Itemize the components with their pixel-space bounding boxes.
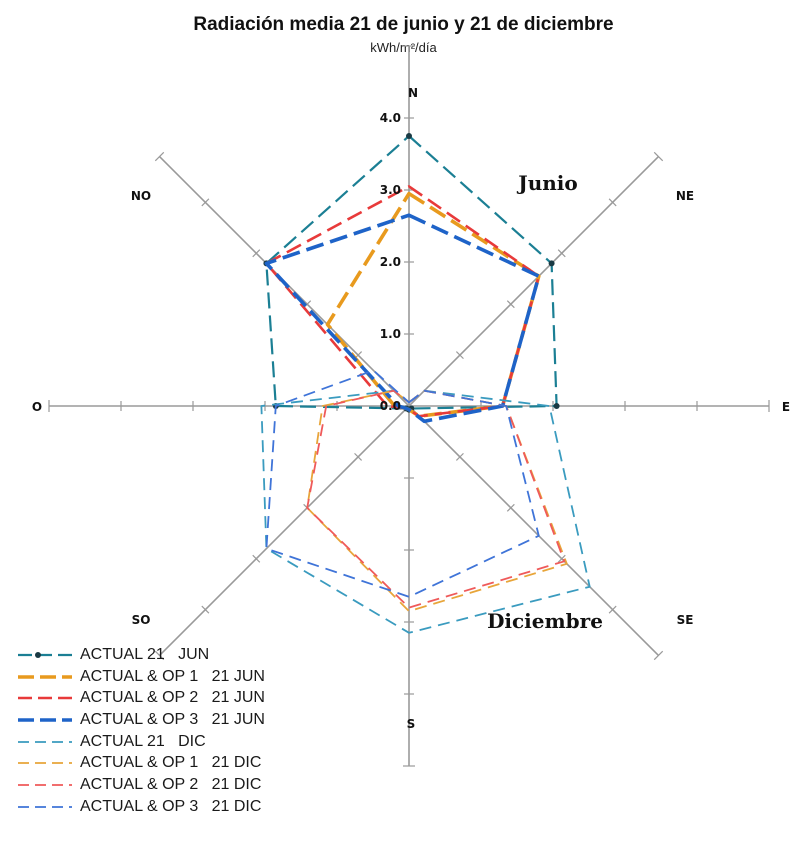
legend-label: ACTUAL & OP 2 21 JUN — [80, 689, 265, 707]
legend-label: ACTUAL & OP 3 21 JUN — [80, 710, 265, 728]
axis-tick — [201, 605, 210, 614]
axis-tick — [506, 300, 515, 309]
chart-subtitle: kWh/m²/día — [370, 40, 437, 55]
direction-label-s: S — [407, 717, 416, 731]
legend-item: ACTUAL & OP 1 21 JUN — [16, 666, 265, 688]
axis-tick — [608, 198, 617, 207]
axis-tick — [608, 605, 617, 614]
axis-end-tick — [653, 650, 664, 661]
direction-label-ne: NE — [676, 189, 694, 203]
axis-end-tick — [154, 151, 165, 162]
direction-label-o: O — [32, 400, 42, 414]
axis-tick — [252, 554, 261, 563]
legend-label: ACTUAL & OP 3 21 DIC — [80, 797, 262, 815]
axis-tick — [557, 249, 566, 258]
legend-swatch — [18, 762, 72, 765]
series-0 — [263, 133, 560, 413]
annotation-diciembre: Diciembre — [487, 609, 603, 633]
radial-tick-label: 4.0 — [380, 111, 401, 125]
legend-label: ACTUAL & OP 1 21 JUN — [80, 667, 265, 685]
legend-swatch — [18, 674, 72, 679]
axis-tick — [455, 351, 464, 360]
direction-label-so: SO — [132, 613, 151, 627]
series-point — [548, 260, 555, 267]
radial-tick-label: 0.0 — [380, 399, 401, 413]
legend-item: ACTUAL & OP 3 21 DIC — [16, 796, 265, 818]
series-line — [264, 213, 541, 424]
axis-ne — [408, 155, 660, 407]
series-line — [260, 389, 591, 634]
series-point — [406, 133, 412, 139]
legend: ACTUAL 21 JUN ACTUAL & OP 1 21 JUN ACTUAL … — [16, 644, 265, 818]
series-2 — [265, 185, 541, 418]
radial-tick-label: 1.0 — [380, 327, 401, 341]
axis-se — [408, 405, 660, 657]
axis-tick — [455, 452, 464, 461]
series-point — [553, 403, 560, 409]
axis-tick — [557, 554, 566, 563]
axis-tick — [506, 503, 515, 512]
series-4 — [260, 389, 591, 634]
radar-series — [260, 133, 591, 634]
axis-tick — [252, 249, 261, 258]
legend-swatch — [18, 740, 72, 743]
chart-title: Radiación media 21 de junio y 21 de dici… — [193, 14, 614, 35]
legend-swatch — [18, 784, 72, 786]
direction-label-se: SE — [677, 613, 694, 627]
series-line — [306, 389, 568, 613]
legend-swatch — [18, 696, 72, 700]
legend-label: ACTUAL 21 JUN — [80, 645, 210, 663]
series-5 — [306, 389, 568, 613]
axis-so — [158, 405, 410, 657]
legend-item: ACTUAL & OP 1 21 DIC — [16, 752, 265, 774]
legend-item: ACTUAL 21 DIC — [16, 731, 265, 753]
axis-tick — [201, 198, 210, 207]
series-3 — [264, 213, 541, 424]
axis-tick — [354, 452, 363, 461]
radial-tick-label: 2.0 — [380, 255, 401, 269]
series-line — [265, 134, 558, 411]
legend-swatch — [18, 651, 72, 658]
annotation-junio: Junio — [516, 171, 577, 195]
axis-end-tick — [653, 151, 664, 162]
legend-label: ACTUAL & OP 1 21 DIC — [80, 754, 262, 772]
legend-label: ACTUAL 21 DIC — [80, 732, 206, 750]
radar-labels: N NE E SE S SO O NO 0.0 1.0 2.0 3.0 4.0 Junio Diciembr… — [32, 86, 790, 731]
legend-item: ACTUAL & OP 3 21 JUN — [16, 709, 265, 731]
direction-label-n: N — [408, 86, 418, 100]
series-7 — [265, 369, 540, 598]
axis-end-tick — [154, 650, 165, 661]
radial-tick-label: 3.0 — [380, 183, 401, 197]
legend-item: ACTUAL & OP 2 21 DIC — [16, 774, 265, 796]
series-line — [265, 185, 541, 418]
legend-label: ACTUAL & OP 2 21 DIC — [80, 775, 262, 793]
direction-label-no: NO — [131, 189, 151, 203]
legend-swatch — [18, 718, 72, 722]
legend-item: ACTUAL & OP 2 21 JUN — [16, 687, 265, 709]
legend-swatch — [18, 805, 72, 808]
series-line — [265, 369, 540, 598]
legend-item: ACTUAL 21 JUN — [16, 644, 265, 666]
direction-label-e: E — [782, 400, 790, 414]
